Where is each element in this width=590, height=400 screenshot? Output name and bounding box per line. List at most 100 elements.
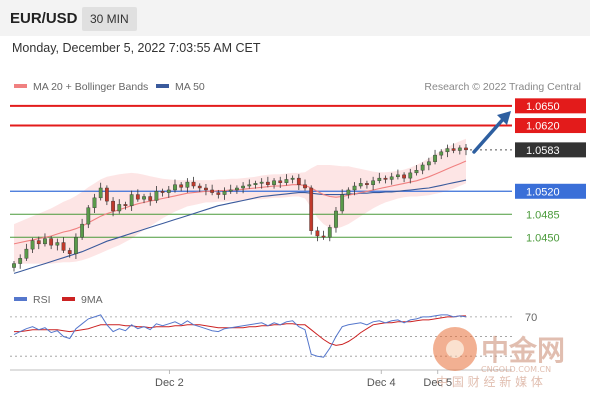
legend-swatch-ma20 (14, 84, 27, 88)
candle-body (80, 223, 84, 238)
candle-body (420, 164, 425, 171)
candle-body (210, 189, 215, 193)
candle-body (197, 185, 202, 189)
candle-body (160, 191, 165, 193)
candle-body (129, 194, 134, 206)
candle-body (204, 187, 208, 191)
watermark-name: 中金网 (481, 334, 565, 367)
candle-body (228, 189, 233, 192)
level-box-1.0650 (515, 98, 586, 114)
candle-body (321, 235, 326, 238)
candle-body (98, 187, 103, 199)
legend-label-rsi-ma: 9MA (81, 294, 103, 306)
credit-text: Research © 2022 Trading Central (424, 81, 581, 93)
forecast-arrow-shaft (472, 115, 507, 154)
candle-body (272, 180, 276, 185)
candle-body (284, 179, 289, 183)
candle-body (426, 161, 431, 166)
candle-body (464, 147, 468, 151)
rsi-line (13, 314, 467, 358)
candle-body (235, 187, 239, 191)
level-label-1.0520: 1.0520 (526, 186, 560, 198)
candle-body (179, 184, 184, 188)
candle-body (185, 181, 190, 188)
x-tick-label-Dec-4: Dec 4 (367, 377, 396, 389)
candle-body (49, 238, 54, 246)
candle-body (43, 238, 47, 245)
candle-body (433, 154, 437, 162)
rsi-tick-70: 70 (525, 312, 537, 324)
candle-body (117, 204, 122, 212)
candle-body (142, 196, 146, 200)
candle-body (290, 177, 295, 180)
rsi-ma-line (14, 315, 466, 346)
candle-body (383, 177, 388, 180)
candle-body (166, 189, 171, 193)
watermark-site: CNGOLD.COM.CN (481, 365, 551, 374)
candle-body (111, 200, 115, 212)
candle-body (173, 184, 177, 191)
legend-swatch-rsi (14, 297, 27, 301)
level-box-1.0583 (515, 142, 586, 158)
candle-body (148, 196, 153, 201)
candle-body (278, 180, 283, 183)
candle-body (327, 227, 332, 238)
candle-body (365, 183, 369, 185)
candle-body (346, 189, 351, 195)
candle-body (340, 194, 345, 212)
candle-body (371, 180, 376, 185)
candle-body (457, 147, 462, 151)
candle-body (154, 191, 159, 201)
x-tick-label-Dec-5: Dec 5 (423, 377, 452, 389)
watermark-slogan: 中 国 财 经 新 媒 体 (436, 374, 543, 389)
chart-datetime: Monday, December 5, 2022 7:03:55 AM CET (12, 41, 261, 55)
candle-body (334, 210, 338, 228)
candle-body (265, 181, 270, 185)
symbol-title: EUR/USD (10, 10, 78, 27)
candle-body (408, 172, 413, 179)
candle-body (253, 183, 258, 185)
chart-header: EUR/USD 30 MIN (0, 0, 590, 36)
forecast-arrow-head (497, 111, 511, 125)
candle-body (389, 176, 394, 180)
candle-body (247, 184, 252, 187)
candle-body (216, 192, 221, 195)
level-label-1.0620: 1.0620 (526, 121, 560, 133)
candle-body (86, 207, 91, 225)
candle-body (30, 240, 35, 250)
candle-body (24, 248, 29, 259)
candle-body (309, 187, 314, 231)
candle-body (191, 181, 196, 187)
candle-body (123, 204, 128, 206)
ma50-line (13, 179, 467, 274)
level-label-1.0583: 1.0583 (526, 145, 560, 157)
candle-body (451, 148, 456, 151)
candle-body (414, 170, 419, 174)
candle-body (241, 185, 245, 189)
candle-body (396, 174, 400, 178)
legend-swatch-rsi-ma (62, 297, 75, 301)
candle-body (222, 191, 227, 195)
candle-body (18, 258, 23, 264)
candle-body (135, 194, 140, 200)
candle-body (315, 230, 320, 237)
legend-label-ma20: MA 20 + Bollinger Bands (33, 81, 148, 93)
candle-body (445, 148, 450, 153)
candle-body (352, 185, 357, 191)
level-label-1.0485: 1.0485 (526, 209, 560, 221)
candle-body (296, 177, 301, 185)
x-tick-label-Dec-2: Dec 2 (155, 377, 184, 389)
legend-label-rsi: RSI (33, 294, 51, 306)
legend-label-ma50: MA 50 (175, 81, 205, 93)
candle-body (55, 242, 60, 246)
candle-body (104, 187, 109, 202)
legend-swatch-ma50 (156, 84, 169, 88)
candle-body (74, 237, 78, 254)
candle-body (402, 174, 406, 179)
candle-body (67, 250, 72, 254)
level-box-1.0620 (515, 118, 586, 134)
timeframe-badge[interactable]: 30 MIN (82, 7, 137, 31)
level-label-1.0650: 1.0650 (526, 101, 560, 113)
watermark-logo-core (446, 340, 464, 358)
